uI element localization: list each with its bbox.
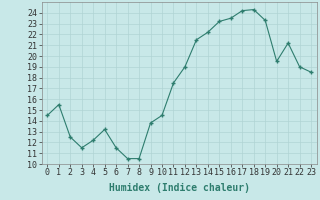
X-axis label: Humidex (Indice chaleur): Humidex (Indice chaleur) bbox=[109, 183, 250, 193]
